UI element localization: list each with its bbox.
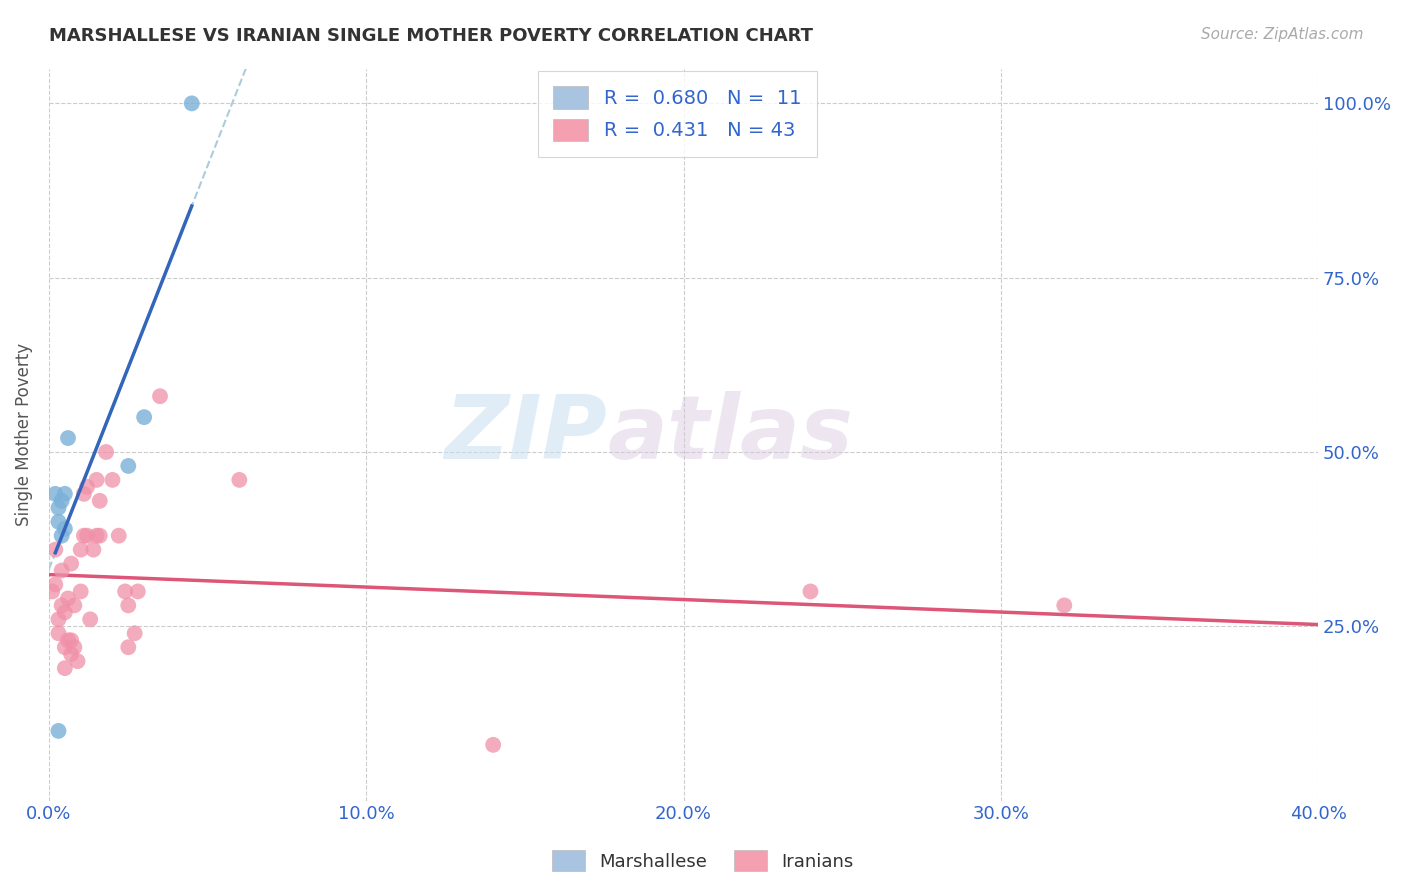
Point — [114, 584, 136, 599]
Point — [48, 515, 70, 529]
Point — [48, 612, 70, 626]
Point — [63, 599, 86, 613]
Point — [60, 557, 83, 571]
Point — [482, 738, 505, 752]
Point — [44, 487, 66, 501]
Point — [79, 612, 101, 626]
Text: ZIP: ZIP — [444, 391, 607, 478]
Point — [228, 473, 250, 487]
Point — [51, 599, 73, 613]
Legend: Marshallese, Iranians: Marshallese, Iranians — [546, 843, 860, 879]
Point — [60, 633, 83, 648]
Point — [1053, 599, 1076, 613]
Point — [48, 723, 70, 738]
Point — [86, 529, 108, 543]
Point — [48, 626, 70, 640]
Point — [66, 654, 89, 668]
Legend: R =  0.680   N =  11, R =  0.431   N = 43: R = 0.680 N = 11, R = 0.431 N = 43 — [537, 71, 817, 157]
Point — [56, 633, 79, 648]
Point — [124, 626, 146, 640]
Point — [51, 564, 73, 578]
Point — [82, 542, 104, 557]
Point — [53, 661, 76, 675]
Point — [44, 542, 66, 557]
Point — [60, 647, 83, 661]
Text: MARSHALLESE VS IRANIAN SINGLE MOTHER POVERTY CORRELATION CHART: MARSHALLESE VS IRANIAN SINGLE MOTHER POV… — [49, 27, 813, 45]
Point — [51, 493, 73, 508]
Point — [69, 584, 91, 599]
Point — [180, 96, 202, 111]
Point — [53, 640, 76, 655]
Point — [101, 473, 124, 487]
Point — [117, 640, 139, 655]
Text: Source: ZipAtlas.com: Source: ZipAtlas.com — [1201, 27, 1364, 42]
Point — [56, 591, 79, 606]
Point — [53, 606, 76, 620]
Point — [76, 529, 98, 543]
Point — [89, 493, 111, 508]
Point — [56, 431, 79, 445]
Point — [53, 487, 76, 501]
Point — [51, 529, 73, 543]
Point — [73, 529, 96, 543]
Point — [48, 500, 70, 515]
Point — [117, 599, 139, 613]
Point — [799, 584, 821, 599]
Point — [86, 473, 108, 487]
Point — [149, 389, 172, 403]
Point — [53, 522, 76, 536]
Point — [44, 577, 66, 591]
Point — [89, 529, 111, 543]
Point — [134, 410, 156, 425]
Point — [69, 542, 91, 557]
Point — [76, 480, 98, 494]
Y-axis label: Single Mother Poverty: Single Mother Poverty — [15, 343, 32, 526]
Point — [127, 584, 149, 599]
Point — [63, 640, 86, 655]
Point — [73, 487, 96, 501]
Point — [107, 529, 129, 543]
Point — [117, 458, 139, 473]
Point — [41, 584, 63, 599]
Point — [94, 445, 117, 459]
Text: atlas: atlas — [607, 391, 853, 478]
